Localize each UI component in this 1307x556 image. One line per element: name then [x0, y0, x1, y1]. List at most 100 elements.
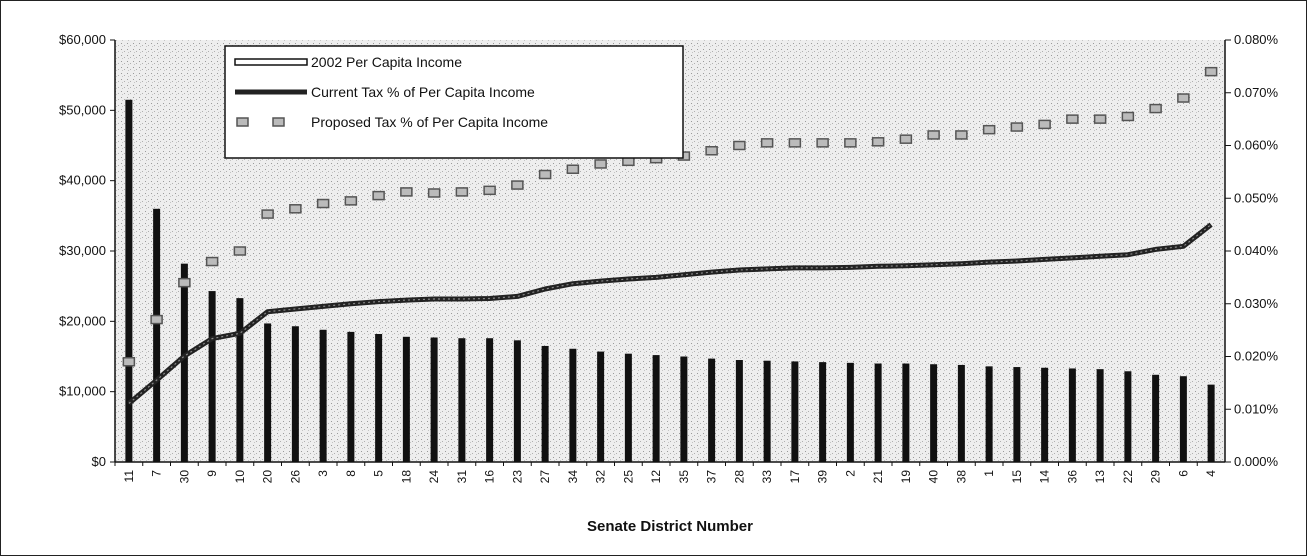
- proposed-tax-marker: [538, 169, 552, 180]
- income-bar: [458, 338, 466, 462]
- income-bar: [402, 336, 410, 462]
- right-axis-tick-label: 0.000%: [1234, 454, 1279, 469]
- income-bar: [819, 362, 827, 462]
- x-axis-tick-label: 10: [233, 470, 247, 484]
- x-axis-title: Senate District Number: [587, 518, 753, 535]
- x-axis-tick-label: 39: [816, 470, 830, 484]
- proposed-tax-marker: [844, 138, 857, 148]
- right-axis-tick-label: 0.030%: [1234, 296, 1279, 311]
- income-bar: [1068, 368, 1076, 462]
- right-axis-tick-label: 0.050%: [1234, 190, 1279, 205]
- income-bar: [375, 333, 383, 462]
- income-bar: [680, 356, 688, 462]
- x-axis-tick-label: 23: [510, 470, 524, 484]
- legend-swatch-proposed-tax: [236, 117, 249, 127]
- x-axis-tick-label: 37: [705, 470, 719, 484]
- x-axis-tick-label: 35: [677, 470, 691, 484]
- proposed-tax-marker: [816, 138, 829, 148]
- x-axis-tick-label: 27: [538, 470, 552, 484]
- left-axis-tick-label: $60,000: [59, 32, 106, 47]
- proposed-tax-marker: [1121, 111, 1135, 122]
- income-bar: [791, 361, 799, 462]
- x-axis-tick-label: 34: [566, 470, 580, 484]
- x-axis-tick-label: 24: [427, 470, 441, 484]
- proposed-tax-marker: [316, 198, 330, 209]
- right-axis-tick-label: 0.060%: [1234, 138, 1279, 153]
- income-bar: [985, 366, 993, 462]
- x-axis-tick-label: 15: [1010, 470, 1024, 484]
- income-bar: [1041, 367, 1049, 462]
- x-axis-tick-label: 16: [483, 470, 497, 484]
- x-axis-tick-label: 28: [732, 470, 746, 484]
- proposed-tax-marker: [178, 277, 191, 288]
- income-bar: [624, 353, 632, 462]
- proposed-tax-marker: [205, 256, 219, 267]
- proposed-tax-marker: [455, 187, 469, 197]
- right-axis-tick-label: 0.080%: [1234, 32, 1279, 47]
- proposed-tax-marker: [1177, 93, 1190, 103]
- proposed-tax-marker: [955, 130, 968, 140]
- proposed-tax-marker: [594, 159, 607, 169]
- x-axis-tick-label: 22: [1121, 470, 1135, 484]
- income-bar: [291, 326, 299, 462]
- income-bar: [763, 360, 771, 462]
- x-axis-tick-label: 38: [954, 470, 968, 484]
- income-bar: [1179, 376, 1187, 462]
- proposed-tax-marker: [1093, 114, 1107, 124]
- proposed-tax-marker: [927, 130, 940, 140]
- x-axis-tick-label: 17: [788, 470, 802, 484]
- proposed-tax-marker: [733, 140, 746, 151]
- proposed-tax-marker: [760, 138, 774, 148]
- proposed-tax-marker: [871, 137, 885, 147]
- income-bar: [236, 298, 244, 462]
- proposed-tax-marker: [122, 357, 136, 367]
- legend-label: Current Tax % of Per Capita Income: [311, 84, 535, 100]
- x-axis-tick-label: 13: [1093, 470, 1107, 484]
- right-axis-tick-label: 0.040%: [1234, 243, 1279, 258]
- x-axis-tick-label: 31: [455, 470, 469, 484]
- income-bar: [735, 360, 743, 462]
- income-bar: [652, 355, 660, 462]
- left-axis-tick-label: $40,000: [59, 173, 106, 188]
- proposed-tax-marker: [1038, 119, 1051, 130]
- left-axis-tick-label: $0: [92, 454, 106, 469]
- proposed-tax-marker: [261, 209, 274, 219]
- proposed-tax-marker: [1066, 114, 1079, 124]
- x-axis-tick-label: 11: [122, 470, 136, 483]
- proposed-tax-marker: [289, 204, 302, 214]
- left-axis-tick-label: $50,000: [59, 102, 106, 117]
- x-axis-tick-label: 36: [1065, 470, 1079, 484]
- income-bar: [1096, 369, 1104, 462]
- x-axis-tick-label: 14: [1038, 470, 1052, 484]
- x-axis-tick-label: 9: [205, 470, 219, 477]
- proposed-tax-marker: [483, 185, 496, 196]
- proposed-tax-marker: [511, 180, 524, 190]
- proposed-tax-marker: [788, 138, 802, 148]
- x-axis-tick-label: 7: [150, 470, 164, 477]
- x-axis-tick-label: 33: [760, 470, 774, 484]
- x-axis-tick-label: 18: [399, 470, 413, 484]
- x-axis-tick-label: 20: [261, 470, 275, 484]
- income-bar: [347, 331, 355, 462]
- x-axis-tick-label: 5: [372, 470, 386, 477]
- x-axis-tick-label: 29: [1149, 470, 1163, 484]
- x-axis-tick-label: 4: [1204, 470, 1218, 477]
- proposed-tax-marker: [233, 246, 247, 256]
- legend-label: Proposed Tax % of Per Capita Income: [311, 114, 548, 130]
- income-bar: [1152, 374, 1160, 462]
- income-bar: [846, 362, 854, 462]
- income-bar: [153, 208, 161, 462]
- income-bar: [264, 323, 272, 462]
- legend-swatch-income: [234, 58, 308, 66]
- legend-swatch-proposed-tax: [272, 117, 285, 127]
- proposed-tax-marker: [566, 164, 580, 174]
- income-bar: [569, 348, 577, 462]
- left-axis-tick-label: $10,000: [59, 384, 106, 399]
- left-axis-tick-label: $20,000: [59, 313, 106, 328]
- right-axis-tick-label: 0.070%: [1234, 85, 1279, 100]
- proposed-tax-marker: [344, 196, 358, 206]
- income-bar: [1207, 384, 1215, 462]
- current-tax-line-texture: [128, 224, 1212, 404]
- x-axis-tick-label: 40: [927, 470, 941, 484]
